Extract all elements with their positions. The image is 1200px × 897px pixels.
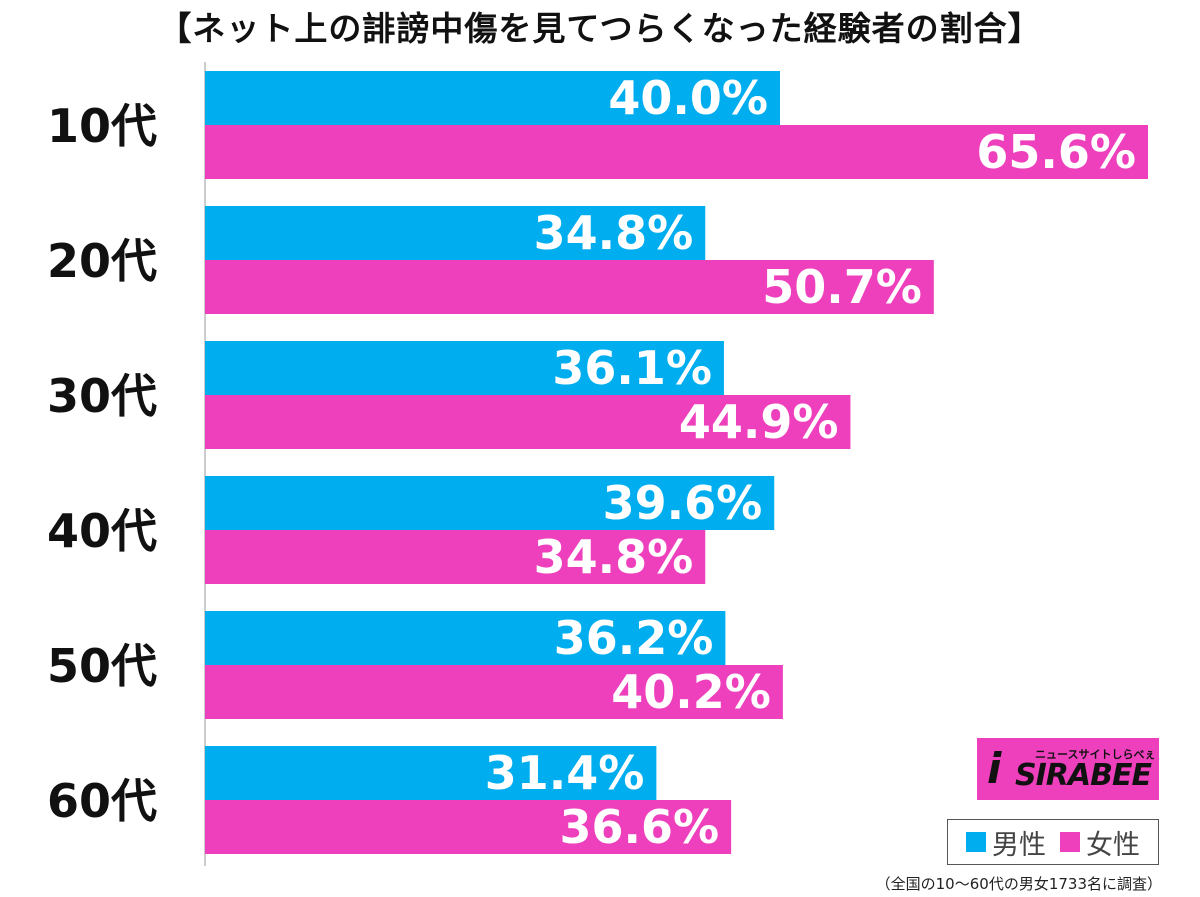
logo-text: SIRABEE [1015, 758, 1152, 793]
bar-label-female-3: 34.8% [534, 530, 694, 584]
bar-label-male-4: 36.2% [554, 611, 714, 665]
category-label-0: 10代 [47, 99, 157, 153]
legend-swatch-male [966, 832, 986, 852]
bar-male-2 [205, 341, 724, 395]
bar-label-male-1: 34.8% [534, 206, 694, 260]
chart-title: 【ネット上の誹謗中傷を見てつらくなった経験者の割合】 [158, 9, 1042, 48]
logo-mark: i [987, 744, 1002, 793]
category-label-2: 30代 [47, 369, 157, 423]
bar-male-3 [205, 476, 775, 530]
bar-label-male-2: 36.1% [552, 341, 712, 395]
bar-label-male-0: 40.0% [608, 71, 768, 125]
bar-male-5 [205, 746, 657, 800]
bar-female-2 [205, 395, 851, 449]
bar-female-4 [205, 665, 783, 719]
bars-group: 40.0%65.6%34.8%50.7%36.1%44.9%39.6%34.8%… [205, 71, 1148, 854]
bar-female-5 [205, 800, 732, 854]
bar-label-male-3: 39.6% [603, 476, 763, 530]
bar-label-female-2: 44.9% [679, 395, 839, 449]
category-label-4: 50代 [47, 639, 157, 693]
legend-item-male: 男性 [966, 823, 1046, 862]
category-label-1: 20代 [47, 234, 157, 288]
bar-male-4 [205, 611, 726, 665]
bar-female-3 [205, 530, 706, 584]
category-labels-group: 10代 20代 30代 40代 50代 60代 [47, 99, 157, 828]
logo-subtext: ニュースサイトしらべぇ [1035, 748, 1156, 761]
bar-label-female-4: 40.2% [611, 665, 771, 719]
bar-female-0 [205, 125, 1148, 179]
legend-swatch-female [1060, 832, 1080, 852]
legend-label-female: 女性 [1086, 829, 1140, 861]
sirabee-logo: i ニュースサイトしらべぇ SIRABEE [977, 738, 1159, 800]
legend-item-female: 女性 [1060, 823, 1140, 862]
legend: 男性 女性 [947, 819, 1159, 865]
legend-label-male: 男性 [992, 829, 1046, 861]
bar-female-1 [205, 260, 934, 314]
category-label-5: 60代 [47, 774, 157, 828]
bar-label-female-0: 65.6% [976, 125, 1136, 179]
bar-male-0 [205, 71, 780, 125]
bar-label-female-5: 36.6% [560, 800, 720, 854]
survey-note: （全国の10〜60代の男女1733名に調査） [875, 875, 1162, 893]
bar-male-1 [205, 206, 706, 260]
bar-label-male-5: 31.4% [485, 746, 645, 800]
bar-label-female-1: 50.7% [762, 260, 922, 314]
category-label-3: 40代 [47, 504, 157, 558]
